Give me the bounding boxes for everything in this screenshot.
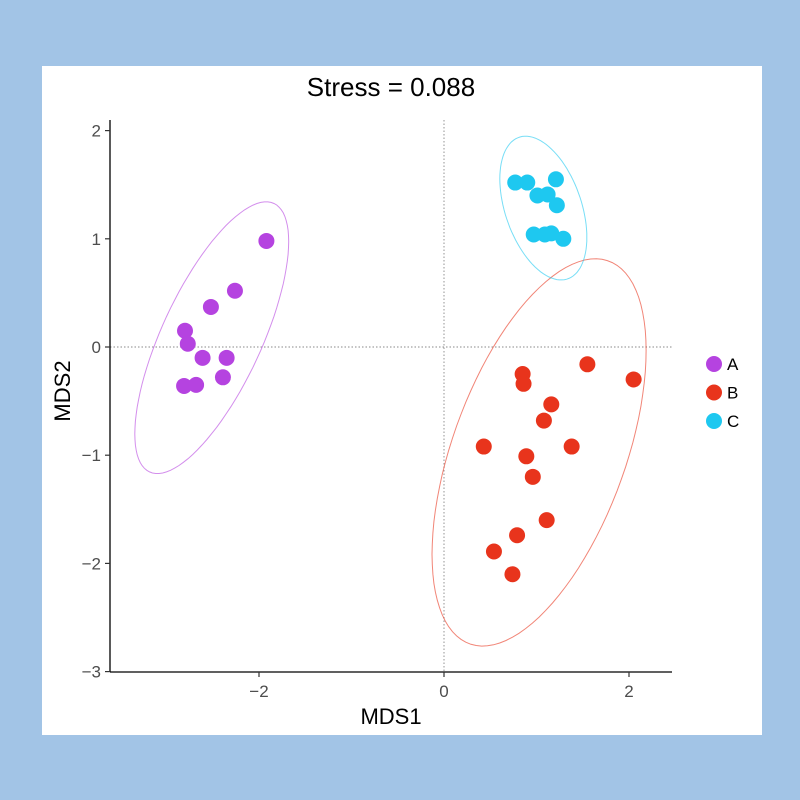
- point-A: [177, 322, 193, 339]
- legend-label-B: B: [727, 384, 738, 403]
- y-tick-label: −1: [82, 446, 101, 465]
- y-tick-label: −2: [82, 554, 101, 573]
- point-A: [218, 349, 235, 366]
- point-A: [188, 376, 205, 393]
- y-tick-label: −3: [82, 663, 101, 682]
- point-B: [625, 371, 642, 388]
- point-C: [547, 171, 564, 188]
- point-B: [543, 396, 560, 413]
- point-C: [555, 230, 572, 247]
- x-tick-label: 2: [624, 682, 633, 701]
- point-B: [518, 448, 535, 465]
- point-C: [507, 174, 524, 191]
- point-B: [509, 527, 526, 544]
- data-points: [176, 171, 642, 583]
- ellipse-A: [134, 201, 290, 474]
- point-B: [579, 356, 596, 373]
- point-A: [179, 335, 196, 352]
- point-B: [515, 375, 532, 392]
- x-ticks: −2 0 2: [249, 672, 634, 701]
- point-A: [202, 298, 219, 315]
- legend-label-A: A: [727, 355, 739, 374]
- x-tick-label: 0: [439, 682, 448, 701]
- point-C: [543, 225, 560, 242]
- point-A: [258, 232, 275, 249]
- legend-key-A: [706, 356, 722, 372]
- point-A: [176, 377, 193, 394]
- y-axis-title: MDS2: [50, 360, 75, 421]
- y-ticks: −3 −2 −1 0 1 2: [82, 122, 110, 682]
- point-C: [548, 197, 565, 214]
- ellipse-B: [431, 258, 647, 647]
- point-B: [538, 512, 555, 529]
- legend-key-B: [706, 384, 722, 401]
- y-tick-label: 1: [92, 230, 101, 249]
- point-B: [524, 468, 541, 485]
- point-B: [504, 566, 521, 583]
- x-tick-label: −2: [249, 682, 268, 701]
- y-tick-label: 0: [92, 338, 101, 357]
- chart-title: Stress = 0.088: [307, 72, 475, 102]
- x-axis-title: MDS1: [360, 704, 421, 729]
- legend: ABC: [706, 355, 739, 431]
- point-C: [539, 186, 556, 203]
- legend-label-C: C: [727, 412, 739, 431]
- point-A: [194, 349, 211, 366]
- reference-lines: [110, 120, 672, 672]
- point-B: [535, 412, 552, 429]
- confidence-ellipses: [134, 135, 647, 647]
- point-C: [519, 174, 536, 191]
- axes: [109, 120, 672, 673]
- y-tick-label: 2: [92, 122, 101, 141]
- legend-key-C: [706, 413, 722, 429]
- point-B: [475, 438, 492, 455]
- point-B: [485, 543, 502, 560]
- ellipse-C: [499, 135, 588, 281]
- point-C: [525, 226, 542, 243]
- point-A: [226, 282, 243, 299]
- point-B: [563, 438, 580, 455]
- point-A: [214, 369, 231, 386]
